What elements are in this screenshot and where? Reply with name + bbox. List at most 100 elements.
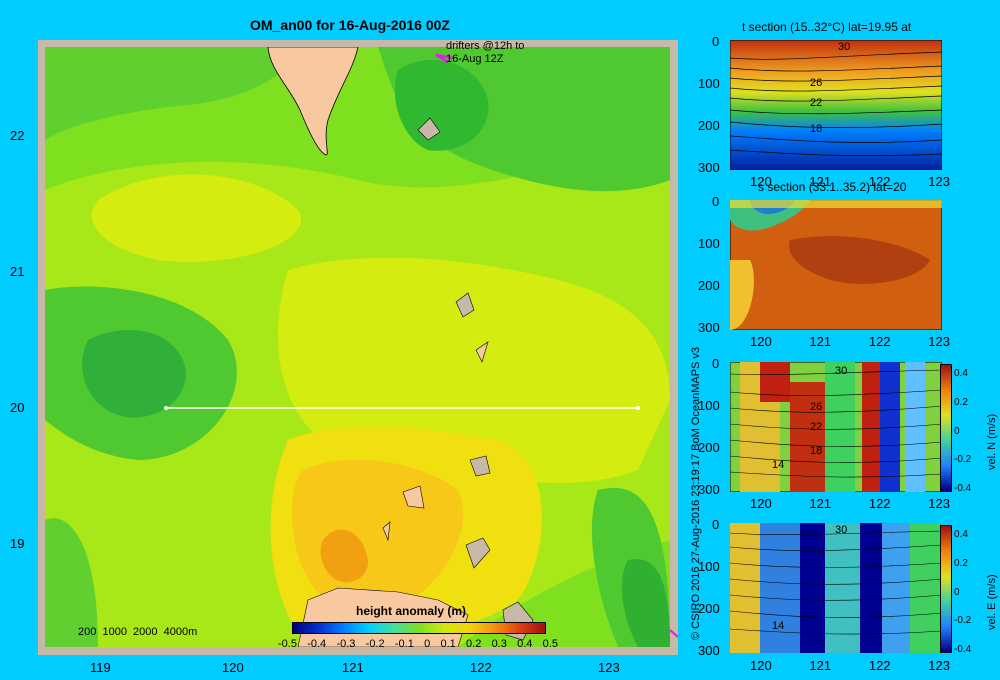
vel-n-label: vel. N (m/s) xyxy=(986,413,998,470)
depth-tick: 200 xyxy=(698,601,720,616)
drifters-note: drifters @12h to 16-Aug 12Z xyxy=(446,40,524,66)
lat-tick: 21 xyxy=(10,264,25,279)
panel-lon-tick: 123 xyxy=(928,174,950,189)
colorbar-tick: -0.2 xyxy=(365,638,385,650)
panel-lon-tick: 122 xyxy=(868,658,891,673)
depth-tick: 300 xyxy=(698,482,720,497)
drifter-arrow xyxy=(669,629,678,638)
lon-tick: 121 xyxy=(342,660,364,675)
panel-lon-tick: 121 xyxy=(809,174,832,189)
height-colorbar xyxy=(292,622,546,634)
vel-tick: -0.2 xyxy=(954,454,972,466)
colorbar-tick: 0.5 xyxy=(542,638,558,650)
lat-tick: 22 xyxy=(10,128,25,143)
vel-n-ticks: 0.4 0.2 0 -0.2 -0.4 xyxy=(954,368,971,494)
panel-velocity-east: 30 14 xyxy=(730,523,942,653)
contour-label: 18 xyxy=(810,445,822,457)
vel-tick: 0 xyxy=(954,425,960,437)
main-map xyxy=(38,40,678,655)
colorbar-ticks: -0.5 -0.4 -0.3 -0.2 -0.1 0 0.1 0.2 0.3 0… xyxy=(278,638,558,650)
drifters-note-line1: drifters @12h to xyxy=(446,40,525,52)
panel-lon-tick: 120 xyxy=(750,334,772,349)
contour-label: 14 xyxy=(772,459,784,471)
panel-lon-tick: 123 xyxy=(928,658,950,673)
panel-lon-tick: 120 xyxy=(750,496,772,511)
panel-lon-ticks: 120 121 122 123 xyxy=(750,496,950,511)
contour-label: 22 xyxy=(810,97,822,109)
panel-lon-tick: 121 xyxy=(809,496,832,511)
vel-e-ticks: 0.4 0.2 0 -0.2 -0.4 xyxy=(954,529,971,655)
panel-salinity xyxy=(730,200,942,330)
colorbar-tick: -0.5 xyxy=(278,638,297,650)
depth-scale: 200 1000 2000 4000m xyxy=(78,626,198,638)
lon-tick: 120 xyxy=(222,660,244,675)
contour-label: 30 xyxy=(838,41,850,53)
panel-lon-ticks: 120 121 122 123 xyxy=(750,334,950,349)
panel-title-salinity: s section (33.1..35.2) lat=20 xyxy=(758,180,907,194)
depth-tick: 200 xyxy=(698,440,720,455)
panel-lon-tick: 122 xyxy=(868,174,891,189)
vel-tick: 0.4 xyxy=(954,368,968,379)
panel-velocity-north: 30 26 22 18 14 xyxy=(730,362,942,492)
panel-lon-tick: 120 xyxy=(750,658,772,673)
vel-n-colorbar xyxy=(940,364,952,492)
contour-label: 18 xyxy=(810,123,822,135)
panel-lon-tick: 122 xyxy=(868,496,891,511)
panel-lon-tick: 123 xyxy=(928,496,950,511)
vel-e-colorbar xyxy=(940,525,952,653)
vel-tick: -0.4 xyxy=(954,483,972,494)
vel-tick: 0.2 xyxy=(954,557,968,569)
depth-tick: 300 xyxy=(698,320,720,335)
vel-tick: -0.4 xyxy=(954,644,972,655)
vel-tick: 0.4 xyxy=(954,529,968,540)
drifter-arrow xyxy=(435,53,454,64)
panel-title-temperature: t section (15..32°C) lat=19.95 at xyxy=(742,20,912,34)
lat-tick: 19 xyxy=(10,536,25,551)
colorbar-tick: -0.4 xyxy=(307,638,327,650)
colorbar-title: height anomaly (m) xyxy=(356,604,467,618)
depth-tick: 0 xyxy=(712,194,720,209)
map-title: OM_an00 for 16-Aug-2016 00Z xyxy=(250,17,450,33)
panel-lon-ticks: 120 121 122 123 xyxy=(750,658,950,673)
depth-tick: 200 xyxy=(698,118,720,133)
depth-tick: 100 xyxy=(698,559,720,574)
lon-tick: 119 xyxy=(90,660,111,675)
vel-e-label: vel. E (m/s) xyxy=(986,574,998,630)
contour-label: 22 xyxy=(810,421,822,433)
contour-label: 26 xyxy=(810,401,822,413)
colorbar-tick: 0.3 xyxy=(491,638,507,650)
depth-tick: 300 xyxy=(698,160,720,175)
contour-label: 30 xyxy=(835,524,847,536)
lon-tick: 122 xyxy=(470,660,492,675)
contour-label: 30 xyxy=(835,365,847,377)
colorbar-tick: -0.3 xyxy=(336,638,356,650)
lon-tick: 123 xyxy=(598,660,620,675)
depth-tick: 100 xyxy=(698,398,720,413)
panel-lon-tick: 120 xyxy=(750,174,772,189)
depth-tick: 0 xyxy=(712,356,720,371)
colorbar-tick: -0.1 xyxy=(394,638,414,650)
colorbar-tick: 0.2 xyxy=(466,638,482,650)
depth-tick: 300 xyxy=(698,643,720,658)
vel-tick: 0 xyxy=(954,586,960,598)
depth-tick: 0 xyxy=(712,34,720,49)
contour-label: 14 xyxy=(772,620,784,632)
panel-lon-tick: 121 xyxy=(809,334,832,349)
depth-tick: 100 xyxy=(698,76,720,91)
colorbar-tick: 0.4 xyxy=(517,638,533,650)
depth-tick: 100 xyxy=(698,236,720,251)
lat-tick: 20 xyxy=(10,400,25,415)
depth-tick: 200 xyxy=(698,278,720,293)
panel-temperature: 30 26 22 18 xyxy=(730,40,942,170)
depth-tick: 0 xyxy=(712,517,720,532)
colorbar-tick: 0 xyxy=(424,638,431,650)
colorbar-tick: 0.1 xyxy=(440,638,456,650)
contour-label: 26 xyxy=(810,77,822,89)
vel-tick: -0.2 xyxy=(954,615,972,627)
panel-lon-tick: 123 xyxy=(928,334,950,349)
vel-tick: 0.2 xyxy=(954,396,968,408)
panel-lon-tick: 122 xyxy=(868,334,891,349)
drifters-note-line2: 16-Aug 12Z xyxy=(446,53,504,65)
panel-lon-ticks: 120 121 122 123 xyxy=(750,174,950,189)
panel-lon-tick: 121 xyxy=(809,658,832,673)
